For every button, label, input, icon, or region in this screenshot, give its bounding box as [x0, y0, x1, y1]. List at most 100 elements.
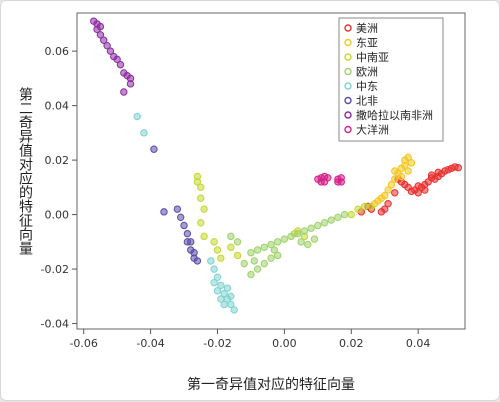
y-tick-label: 0.00	[45, 209, 70, 222]
data-point	[213, 273, 222, 281]
data-point	[113, 55, 121, 64]
data-point	[247, 270, 255, 279]
data-point	[387, 180, 396, 189]
data-point	[210, 278, 218, 287]
data-point	[294, 229, 302, 238]
data-point	[100, 36, 108, 44]
data-point	[300, 227, 309, 235]
x-tick-label: -0.02	[203, 337, 231, 350]
data-point	[334, 213, 342, 222]
legend-marker	[344, 96, 352, 105]
data-point	[200, 232, 208, 241]
data-point	[297, 238, 305, 246]
data-point	[120, 88, 128, 96]
legend-label: 东亚	[356, 37, 378, 50]
y-tick-label: 0.04	[45, 100, 70, 113]
data-point	[401, 161, 409, 170]
data-point	[217, 254, 225, 262]
data-point	[213, 287, 222, 295]
data-point	[230, 306, 238, 314]
y-tick-label: -0.04	[41, 318, 69, 331]
series-group	[370, 153, 416, 208]
y-axis-label: 第二奇异值对应的特征向量	[17, 86, 33, 255]
y-tick-label: 0.06	[45, 45, 70, 58]
data-point	[320, 219, 329, 227]
series-group	[314, 172, 345, 186]
legend-marker	[344, 38, 352, 47]
data-point	[183, 238, 192, 246]
data-point	[240, 259, 248, 268]
data-point	[200, 205, 208, 213]
data-point	[260, 243, 269, 251]
data-point	[340, 210, 349, 219]
data-point	[160, 208, 168, 216]
x-tick-label: -0.06	[69, 337, 97, 350]
legend-marker	[344, 24, 352, 32]
data-point	[427, 171, 436, 179]
legend-label: 撒哈拉以南非洲	[356, 108, 433, 122]
data-point	[96, 31, 105, 39]
legend-label: 美洲	[356, 22, 378, 35]
data-point	[421, 186, 429, 194]
data-point	[307, 224, 315, 232]
data-point	[270, 246, 279, 254]
x-axis: -0.06 -0.04 -0.02 0.00 0.02 0.04	[69, 329, 430, 350]
data-point	[193, 257, 202, 265]
data-point	[197, 219, 205, 227]
data-point	[354, 205, 362, 213]
x-tick-label: -0.04	[136, 337, 164, 350]
data-point	[260, 259, 269, 268]
data-point	[227, 292, 235, 301]
data-point	[197, 194, 205, 202]
data-point	[233, 238, 242, 246]
data-point	[404, 167, 412, 175]
data-point	[207, 257, 215, 265]
data-point	[103, 41, 111, 50]
data-point	[320, 178, 329, 186]
data-point	[391, 167, 399, 175]
series-group	[90, 17, 135, 96]
data-point	[384, 199, 392, 208]
data-point	[267, 254, 275, 262]
series-group	[133, 112, 238, 314]
data-point	[314, 221, 322, 230]
y-tick-label: 0.02	[45, 154, 70, 167]
legend-label: 中南亚	[356, 51, 389, 64]
data-point	[133, 112, 141, 121]
data-point	[223, 284, 232, 292]
data-point	[106, 47, 115, 55]
data-point	[197, 183, 205, 192]
data-point	[280, 235, 289, 243]
data-point	[391, 189, 399, 197]
data-point	[180, 221, 188, 230]
data-point	[210, 238, 218, 246]
data-point	[96, 22, 105, 31]
data-point	[253, 246, 262, 254]
data-point	[193, 178, 202, 186]
points-layer	[90, 17, 463, 314]
legend-label: 北非	[356, 95, 378, 108]
data-point	[397, 172, 406, 181]
data-point	[267, 240, 275, 249]
data-point	[217, 295, 225, 303]
legend-label: 大洋洲	[356, 123, 389, 137]
data-point	[273, 238, 282, 246]
series-group	[357, 163, 463, 216]
x-tick-label: 0.02	[339, 337, 364, 350]
data-point	[217, 281, 225, 290]
data-point	[247, 249, 255, 257]
data-point	[434, 168, 442, 177]
legend-label: 中东	[356, 80, 378, 93]
data-point	[310, 235, 319, 243]
data-point	[414, 189, 422, 197]
data-point	[250, 257, 258, 265]
data-point	[407, 159, 416, 167]
data-point	[360, 202, 369, 211]
series-group	[150, 145, 202, 265]
x-axis-label: 第一奇异值对应的特征向量	[187, 376, 355, 393]
data-point	[210, 265, 218, 273]
legend-marker	[344, 125, 352, 134]
